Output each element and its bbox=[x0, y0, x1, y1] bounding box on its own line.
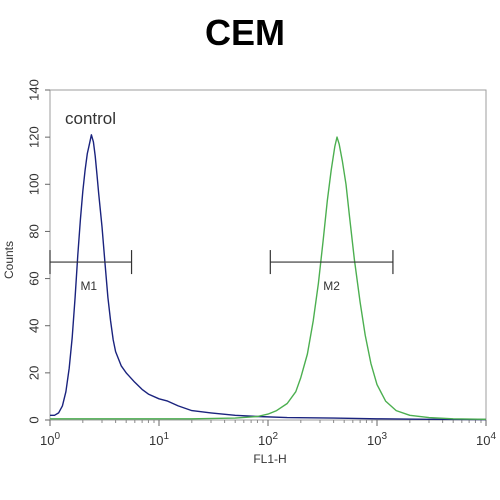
y-tick-label: 100 bbox=[26, 173, 41, 195]
y-tick-label: 40 bbox=[26, 318, 41, 332]
plot-frame bbox=[49, 89, 487, 421]
y-tick-label: 80 bbox=[26, 224, 41, 238]
series-layer bbox=[50, 134, 487, 421]
marker-gate-label: M1 bbox=[80, 279, 97, 293]
chart-title: CEM bbox=[205, 12, 285, 53]
x-tick-label: 100 bbox=[40, 431, 60, 448]
y-tick-label: 60 bbox=[26, 271, 41, 285]
y-axis-label: Counts bbox=[2, 241, 16, 279]
x-axis-label: FL1-H bbox=[253, 452, 286, 466]
x-axis-ticks: 100 101 102 103 104 bbox=[40, 420, 496, 448]
marker-layer: M1 M2 bbox=[49, 250, 394, 293]
x-tick-label: 103 bbox=[367, 431, 387, 448]
marker-gate-label: M2 bbox=[323, 279, 340, 293]
control-annotation: control bbox=[65, 109, 116, 128]
y-tick-label: 0 bbox=[26, 416, 41, 423]
y-tick-label: 120 bbox=[26, 126, 41, 148]
y-axis-ticks: 0 20 40 60 80 100 120 140 bbox=[26, 79, 50, 424]
x-tick-label: 104 bbox=[476, 431, 496, 448]
y-tick-label: 20 bbox=[26, 366, 41, 380]
sample-histogram-line bbox=[50, 136, 487, 420]
y-tick-label: 140 bbox=[26, 79, 41, 101]
control-histogram-line bbox=[50, 134, 487, 421]
x-tick-label: 102 bbox=[258, 431, 278, 448]
x-tick-label: 101 bbox=[149, 431, 169, 448]
